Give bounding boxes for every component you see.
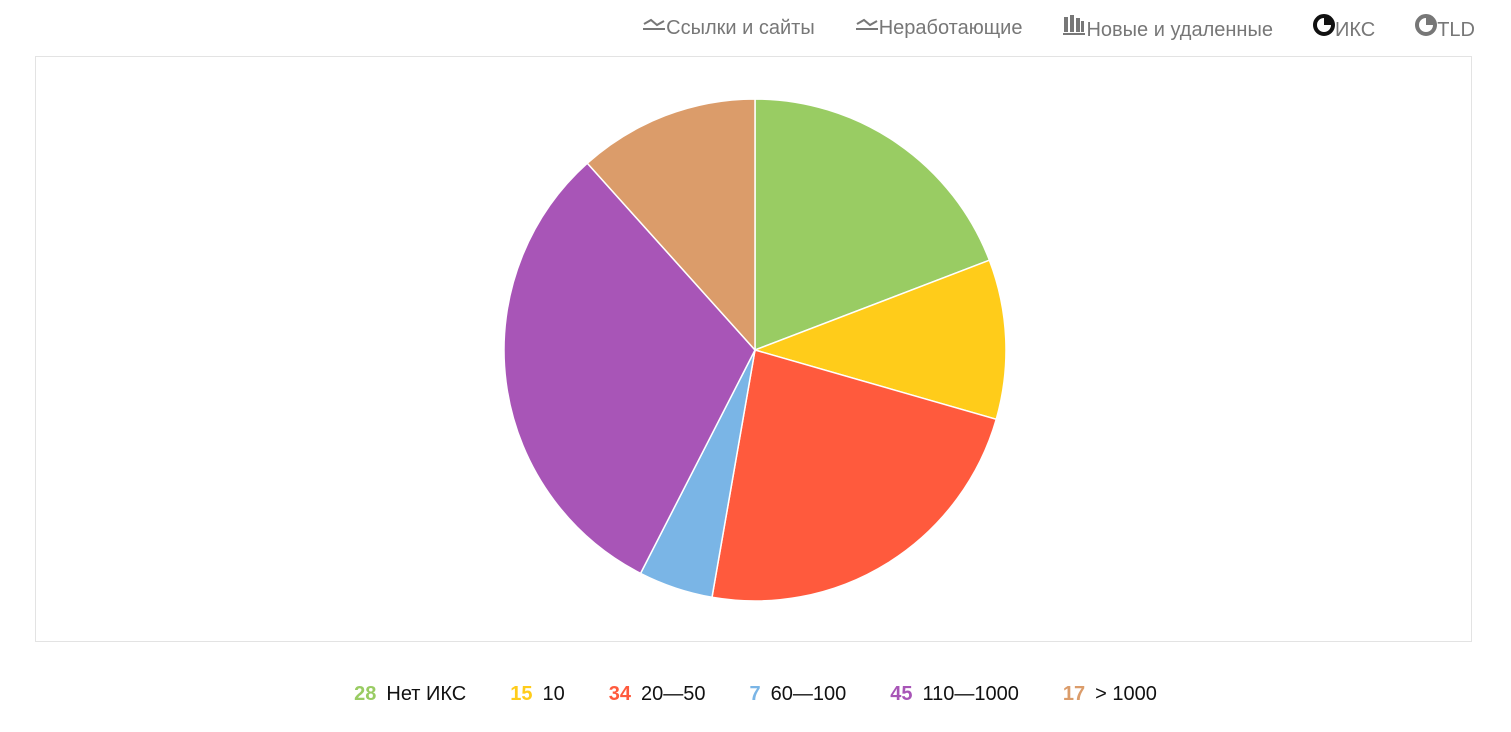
pie-slice xyxy=(711,349,998,602)
legend-label: 60—100 xyxy=(770,683,847,705)
tab-label: Ссылки и сайты xyxy=(666,17,815,39)
legend-item: 28 Нет ИКС xyxy=(354,683,466,706)
tab[interactable]: Новые и удаленные xyxy=(1062,14,1273,42)
legend-label: 10 xyxy=(542,683,565,705)
tab-label: Неработающие xyxy=(878,17,1023,39)
legend-item: 15 10 xyxy=(510,683,565,706)
legend-item: 45 110—1000 xyxy=(890,683,1019,706)
tab-icon xyxy=(1415,14,1438,41)
legend-value: 15 xyxy=(510,683,533,705)
legend-item: 7 60—100 xyxy=(750,683,847,706)
legend-value: 17 xyxy=(1062,683,1086,705)
pie-slice xyxy=(754,98,991,352)
tab-bar: Ссылки и сайты Неработающие Новые и удален… xyxy=(642,14,1475,42)
tab-icon xyxy=(1312,14,1335,41)
tab-icon xyxy=(642,17,666,39)
legend-label: 110—1000 xyxy=(922,683,1019,705)
pie-slice xyxy=(752,259,1007,421)
legend-value: 28 xyxy=(354,683,377,705)
legend-label: 20—50 xyxy=(641,683,706,705)
pie-slice xyxy=(586,98,756,352)
tab-icon xyxy=(1062,15,1086,41)
tab[interactable]: TLD xyxy=(1415,14,1475,42)
tab-label: Новые и удаленные xyxy=(1086,19,1273,41)
legend-label: Нет ИКС xyxy=(386,683,467,705)
legend-value: 45 xyxy=(890,683,913,705)
tab[interactable]: Ссылки и сайты xyxy=(642,14,815,42)
tab-icon xyxy=(855,17,879,39)
legend: 28 Нет ИКС 15 10 34 20—50 7 60—100 45 110—1000 17 >… xyxy=(0,683,1511,706)
chart-frame xyxy=(35,56,1472,642)
tab-label: TLD xyxy=(1437,19,1475,41)
legend-value: 7 xyxy=(749,683,761,705)
legend-item: 17 > 1000 xyxy=(1063,683,1157,706)
legend-value: 34 xyxy=(608,683,631,705)
legend-item: 34 20—50 xyxy=(609,683,706,706)
tab-label: ИКС xyxy=(1334,19,1376,41)
tab[interactable]: ИКС xyxy=(1312,14,1376,42)
pie-slice xyxy=(503,162,756,575)
tab[interactable]: Неработающие xyxy=(855,14,1023,42)
chart xyxy=(503,98,1007,602)
legend-label: > 1000 xyxy=(1095,683,1157,705)
